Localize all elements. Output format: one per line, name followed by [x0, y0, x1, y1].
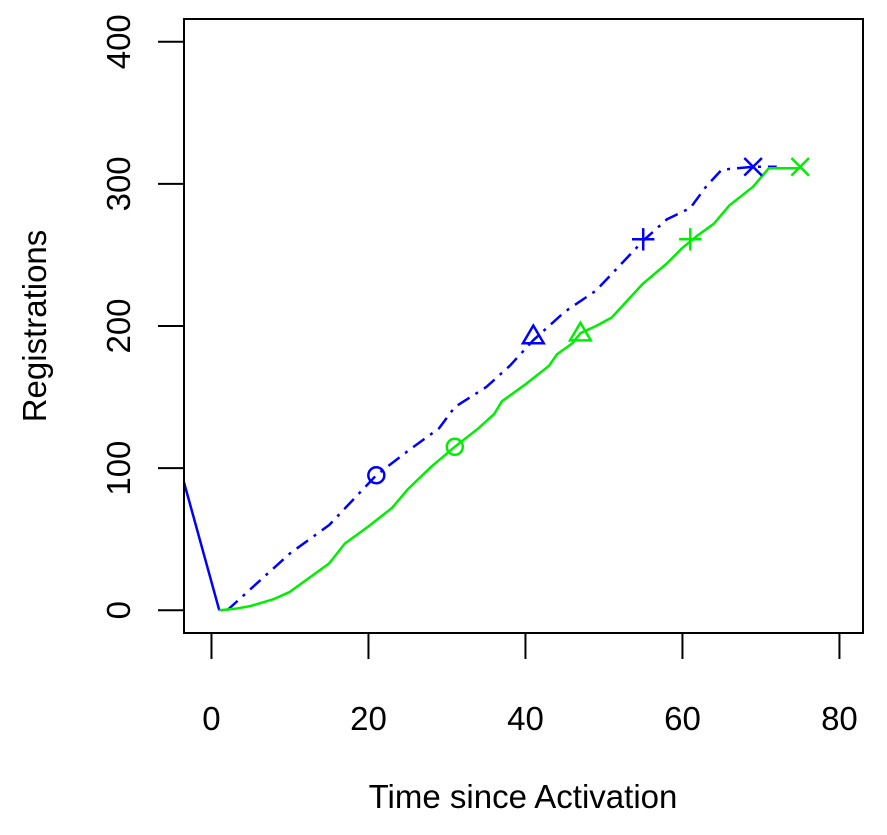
series-group [184, 157, 810, 612]
circle-marker [445, 437, 465, 457]
x-tick-label: 80 [821, 700, 858, 737]
plus-marker [632, 228, 655, 251]
y-tick-label: 0 [100, 601, 137, 619]
y-tick-label: 300 [100, 156, 137, 211]
cross-marker [790, 157, 810, 177]
y-axis-title: Registrations [16, 230, 53, 423]
y-tick-label: 100 [100, 441, 137, 496]
triangle-marker [567, 320, 593, 342]
x-tick-label: 0 [202, 700, 220, 737]
x-axis: 0 20 40 60 80 [202, 632, 858, 737]
y-tick-label: 400 [100, 14, 137, 69]
cross-marker [743, 157, 763, 177]
y-axis: 0 100 200 300 400 [100, 14, 185, 619]
circle-marker [367, 465, 386, 485]
plot-content [184, 157, 810, 612]
y-tick-label: 200 [100, 298, 137, 353]
series-line-2 [219, 166, 801, 612]
triangle-marker [520, 323, 546, 345]
x-axis-title: Time since Activation [369, 778, 678, 815]
x-tick-label: 20 [350, 700, 387, 737]
series-line-0 [184, 481, 221, 611]
x-tick-label: 40 [507, 700, 544, 737]
x-tick-label: 60 [664, 700, 701, 737]
series-line-1 [226, 165, 777, 612]
plus-marker [679, 228, 702, 251]
plot-frame [183, 18, 864, 634]
